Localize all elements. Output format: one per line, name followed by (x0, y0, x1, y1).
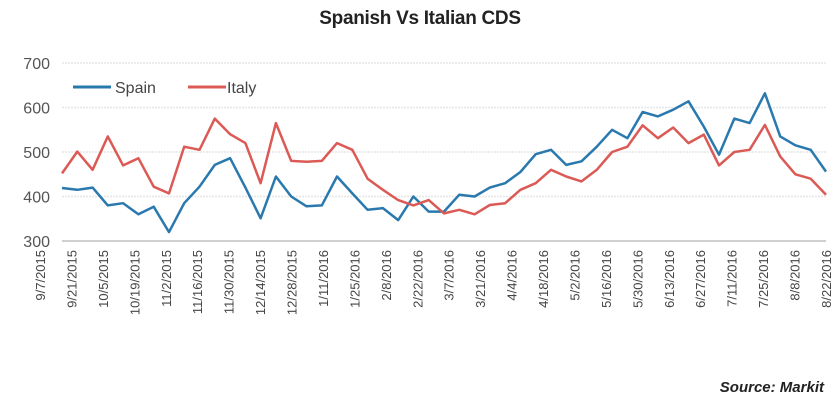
chart-title: Spanish Vs Italian CDS (319, 8, 521, 29)
x-tick-label: 8/22/2016 (819, 250, 834, 308)
y-tick-label: 300 (23, 234, 50, 251)
x-tick-label: 12/14/2015 (253, 250, 268, 315)
x-tick-label: 11/16/2015 (190, 250, 205, 314)
series-line-spain (61, 92, 828, 234)
x-tick-label: 2/22/2016 (410, 250, 425, 308)
x-tick-label: 2/8/2016 (379, 250, 394, 301)
x-tick-label: 8/8/2016 (788, 250, 803, 301)
x-tick-label: 4/18/2016 (536, 250, 551, 308)
y-tick-label: 700 (23, 56, 50, 73)
x-tick-label: 5/30/2016 (630, 250, 645, 308)
x-tick-label: 1/25/2016 (347, 250, 362, 308)
series-line-italy (60, 117, 827, 216)
x-tick-label: 4/4/2016 (505, 250, 520, 301)
legend-label-spain: Spain (115, 80, 156, 97)
x-tick-label: 5/2/2016 (567, 250, 582, 301)
y-tick-label: 400 (23, 190, 50, 207)
x-tick-label: 7/11/2016 (725, 250, 740, 307)
x-tick-label: 11/2/2015 (159, 250, 174, 307)
x-tick-label: 3/7/2016 (442, 250, 457, 301)
source-note: Source: Markit (719, 379, 824, 396)
x-tick-label: 7/25/2016 (756, 250, 771, 308)
y-tick-label: 600 (23, 101, 50, 118)
x-tick-label: 3/21/2016 (473, 250, 488, 308)
x-tick-label: 12/28/2015 (285, 250, 300, 315)
x-tick-label: 10/19/2015 (127, 250, 142, 315)
legend-label-italy: Italy (227, 80, 256, 97)
x-tick-label: 6/27/2016 (693, 250, 708, 308)
x-tick-label: 5/16/2016 (599, 250, 614, 308)
x-tick-label: 11/30/2015 (222, 250, 237, 314)
x-tick-label: 9/7/2015 (33, 250, 48, 301)
x-tick-label: 6/13/2016 (662, 250, 677, 308)
x-tick-label: 9/21/2015 (64, 250, 79, 308)
x-tick-label: 1/11/2016 (316, 250, 331, 307)
x-tick-label: 10/5/2015 (96, 250, 111, 308)
y-tick-label: 500 (23, 145, 50, 162)
